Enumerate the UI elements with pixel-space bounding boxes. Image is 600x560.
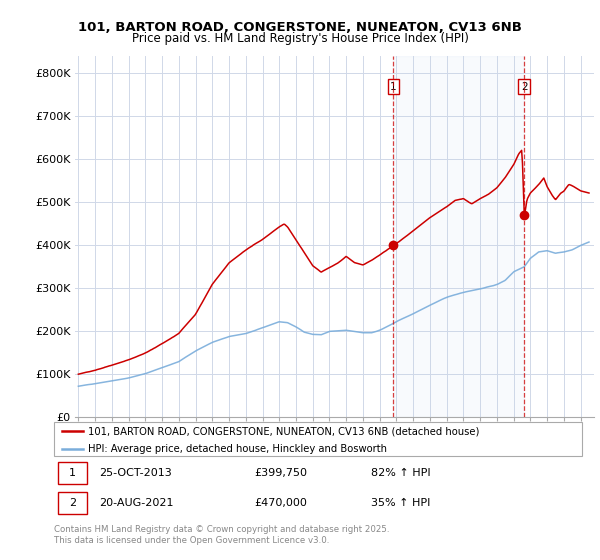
Text: £399,750: £399,750 <box>254 468 308 478</box>
Bar <box>394 56 524 417</box>
Text: 101, BARTON ROAD, CONGERSTONE, NUNEATON, CV13 6NB: 101, BARTON ROAD, CONGERSTONE, NUNEATON,… <box>78 21 522 34</box>
FancyBboxPatch shape <box>54 422 582 456</box>
Text: 101, BARTON ROAD, CONGERSTONE, NUNEATON, CV13 6NB (detached house): 101, BARTON ROAD, CONGERSTONE, NUNEATON,… <box>88 426 479 436</box>
Text: 2: 2 <box>69 498 76 508</box>
FancyBboxPatch shape <box>58 492 87 514</box>
Text: 1: 1 <box>69 468 76 478</box>
Text: 82% ↑ HPI: 82% ↑ HPI <box>371 468 430 478</box>
Text: 20-AUG-2021: 20-AUG-2021 <box>99 498 173 508</box>
Text: 35% ↑ HPI: 35% ↑ HPI <box>371 498 430 508</box>
Text: Price paid vs. HM Land Registry's House Price Index (HPI): Price paid vs. HM Land Registry's House … <box>131 32 469 45</box>
FancyBboxPatch shape <box>58 462 87 484</box>
Text: HPI: Average price, detached house, Hinckley and Bosworth: HPI: Average price, detached house, Hinc… <box>88 444 388 454</box>
Text: 1: 1 <box>390 82 397 92</box>
Text: Contains HM Land Registry data © Crown copyright and database right 2025.
This d: Contains HM Land Registry data © Crown c… <box>54 525 389 545</box>
Text: £470,000: £470,000 <box>254 498 308 508</box>
Text: 25-OCT-2013: 25-OCT-2013 <box>99 468 172 478</box>
Text: 2: 2 <box>521 82 527 92</box>
